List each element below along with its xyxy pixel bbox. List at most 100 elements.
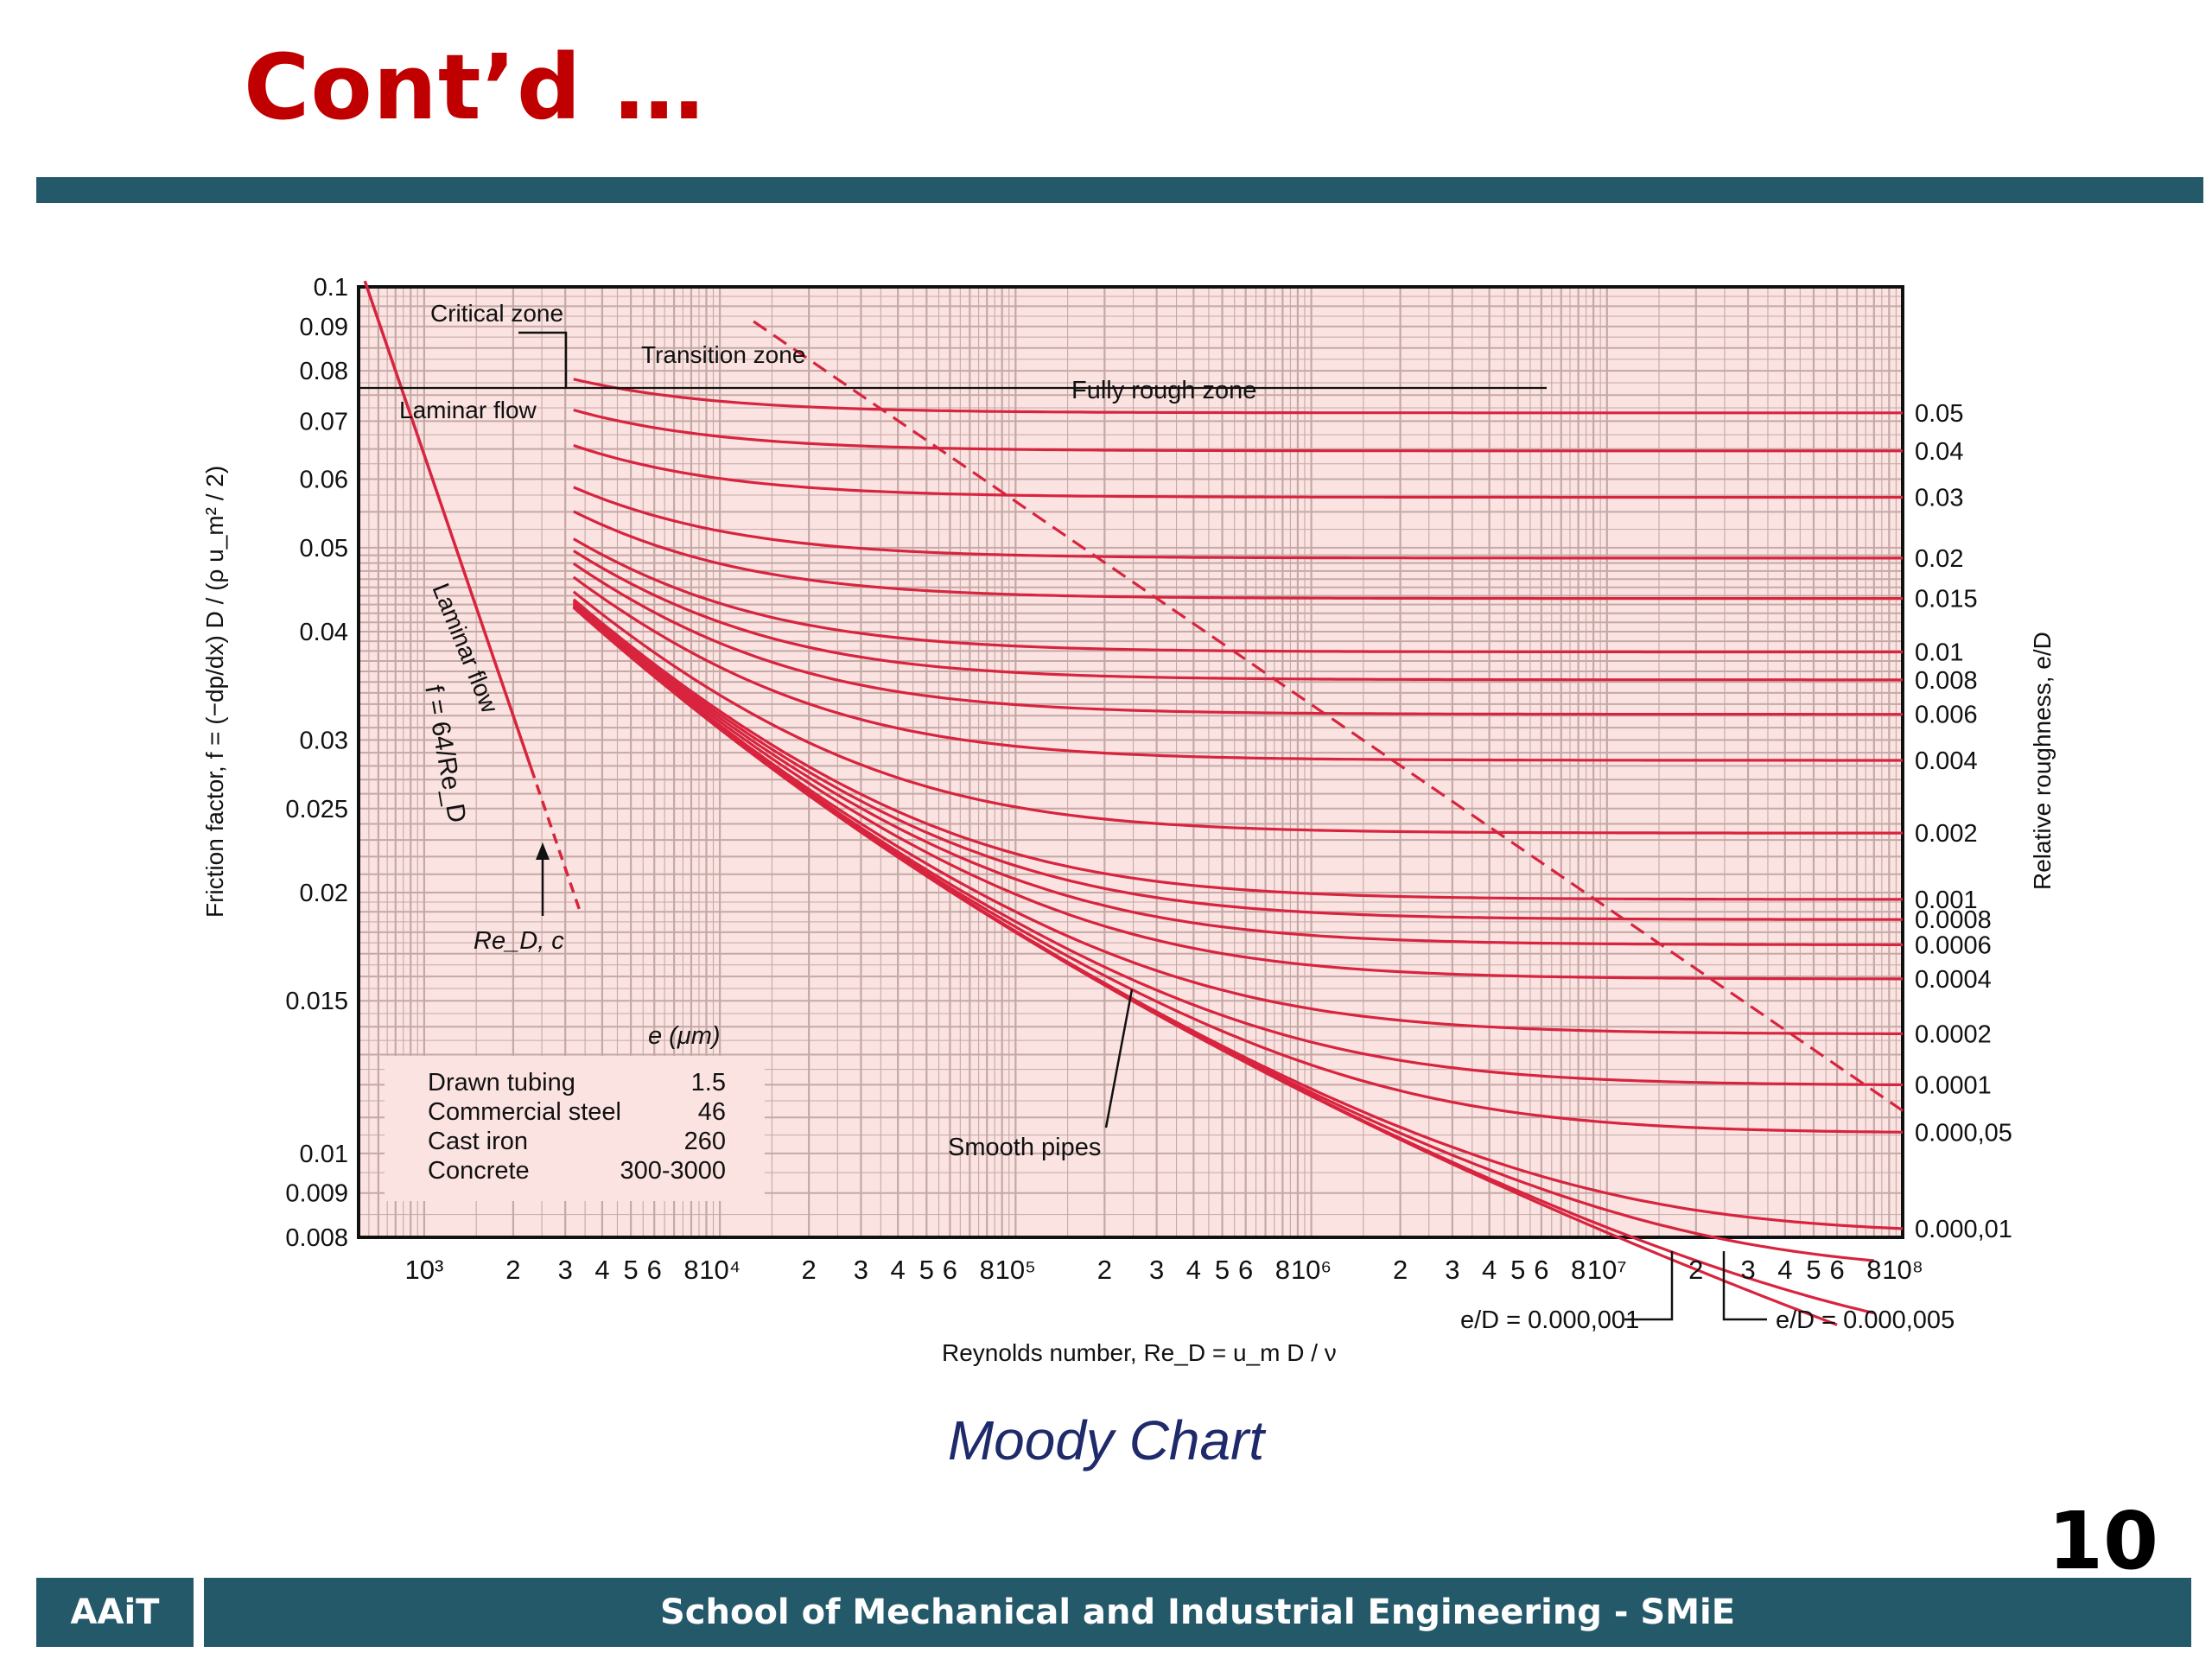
y-tick-label: 0.009: [285, 1180, 348, 1208]
y-tick-label: 0.04: [300, 619, 348, 646]
roughness-curve: [572, 602, 1903, 981]
critical-re-label: Re_D, c: [474, 927, 564, 955]
y-tick-label: 0.06: [300, 466, 348, 493]
x-tick-label: 6: [1829, 1255, 1844, 1285]
material-name: Concrete: [428, 1157, 530, 1185]
x-tick-label: 3: [854, 1255, 868, 1285]
roughness-label: 0.000,05: [1915, 1119, 2012, 1147]
y-axis-title: Friction factor, f = (−dp/dx) D / (ρ u_m…: [201, 466, 228, 918]
x-tick-label: 10⁶: [1291, 1255, 1332, 1285]
roughness-curve: [572, 590, 1903, 835]
slide-title: Cont’d …: [244, 35, 705, 140]
x-tick-label: 8: [1275, 1255, 1290, 1285]
y-tick-label: 0.03: [300, 727, 348, 754]
x-tick-label: 4: [1186, 1255, 1201, 1285]
roughness-label: 0.05: [1915, 400, 1963, 428]
material-roughness-value: 260: [684, 1128, 726, 1155]
roughness-curve: [572, 598, 1903, 901]
material-table-header: e (μm): [648, 1022, 721, 1050]
chart-caption: Moody Chart: [947, 1409, 1265, 1471]
x-tick-label: 2: [802, 1255, 817, 1285]
y-tick-label: 0.015: [285, 988, 348, 1015]
x-tick-label: 8: [683, 1255, 698, 1285]
x-tick-label: 8: [1866, 1255, 1881, 1285]
critical-zone-bracket: [518, 331, 568, 387]
material-name: Drawn tubing: [428, 1069, 575, 1096]
x-tick-label: 6: [943, 1255, 957, 1285]
x-tick-label: 3: [1149, 1255, 1164, 1285]
roughness-curve: [573, 537, 1903, 654]
roughness-curve: [572, 575, 1903, 762]
roughness-label: 0.02: [1915, 545, 1963, 573]
laminar-zone-label: Laminar flow: [399, 397, 537, 423]
fully-rough-zone-label: Fully rough zone: [1071, 377, 1256, 404]
x-tick-label: 4: [1482, 1255, 1497, 1285]
critical-zone-label: Critical zone: [430, 300, 563, 327]
bottom-roughness-label-a: e/D = 0.000,001: [1460, 1306, 1639, 1334]
y-tick-label: 0.09: [300, 314, 348, 341]
roughness-curve: [573, 408, 1903, 453]
x-tick-label: 3: [1740, 1255, 1755, 1285]
roughness-label: 0.0004: [1915, 966, 1992, 994]
material-roughness-value: 1.5: [691, 1069, 726, 1096]
x-tick-label: 5: [919, 1255, 934, 1285]
x-tick-label: 6: [1238, 1255, 1253, 1285]
y-tick-label: 0.02: [300, 880, 348, 907]
roughness-label: 0.0002: [1915, 1020, 1992, 1048]
roughness-label: 0.0006: [1915, 931, 1992, 959]
roughness-label: 0.04: [1915, 438, 1963, 466]
roughness-label: 0.015: [1915, 586, 1978, 613]
roughness-label: 0.001: [1915, 887, 1978, 914]
roughness-label: 0.03: [1915, 484, 1963, 512]
x-axis-title: Reynolds number, Re_D = u_m D / ν: [942, 1339, 1337, 1366]
roughness-curve: [572, 562, 1903, 716]
plot-frame: [357, 285, 1904, 1239]
y-tick-label: 0.025: [285, 796, 348, 823]
x-tick-label: 2: [1097, 1255, 1112, 1285]
smooth-pipes-label: Smooth pipes: [948, 1134, 1101, 1161]
x-tick-label: 4: [891, 1255, 906, 1285]
fully-rough-boundary-dashed: [753, 320, 1904, 1112]
roughness-label: 0.0008: [1915, 906, 1992, 934]
x-tick-label: 4: [1777, 1255, 1792, 1285]
right-axis-title: Relative roughness, e/D: [2029, 632, 2056, 890]
y-tick-label: 0.008: [285, 1224, 348, 1252]
roughness-curve: [572, 601, 1903, 946]
material-name: Cast iron: [428, 1128, 528, 1155]
x-tick-label: 5: [1806, 1255, 1821, 1285]
material-table-bg: [385, 1056, 765, 1201]
smooth-pipe-curve: [572, 606, 1838, 1326]
roughness-curve: [572, 604, 1903, 1035]
title-divider-bar: [36, 177, 2203, 203]
y-tick-label: 0.08: [300, 358, 348, 385]
page-number: 10: [2047, 1495, 2158, 1587]
roughness-label: 0.004: [1915, 747, 1978, 775]
x-tick-label: 10⁸: [1882, 1255, 1923, 1285]
x-tick-label: 8: [980, 1255, 995, 1285]
x-tick-label: 6: [1534, 1255, 1548, 1285]
x-tick-label: 3: [1445, 1255, 1459, 1285]
bottom-roughness-bracket-a: [1624, 1251, 1674, 1321]
footer-institution: AAiT: [36, 1578, 194, 1647]
critical-re-arrowhead: [536, 842, 550, 860]
roughness-curve: [573, 378, 1903, 415]
roughness-label: 0.000,01: [1915, 1216, 2012, 1243]
y-tick-label: 0.01: [300, 1141, 348, 1168]
material-name: Commercial steel: [428, 1098, 621, 1126]
x-tick-label: 10³: [405, 1255, 444, 1285]
roughness-label: 0.002: [1915, 820, 1978, 848]
transition-zone-label: Transition zone: [641, 341, 805, 368]
y-tick-label: 0.1: [314, 274, 348, 302]
x-tick-label: 2: [1688, 1255, 1703, 1285]
x-tick-label: 10⁵: [995, 1255, 1036, 1285]
footer-school-name: School of Mechanical and Industrial Engi…: [204, 1578, 2191, 1647]
bottom-roughness-label-b: e/D = 0.000,005: [1776, 1306, 1955, 1334]
x-tick-label: 10⁴: [699, 1255, 741, 1285]
laminar-extension-dashed: [530, 767, 583, 916]
roughness-label: 0.0001: [1915, 1071, 1992, 1099]
roughness-curve: [573, 510, 1903, 601]
x-tick-label: 5: [623, 1255, 638, 1285]
smooth-pipes-pointer: [1104, 988, 1134, 1128]
x-tick-label: 10⁷: [1587, 1255, 1627, 1285]
y-tick-label: 0.07: [300, 408, 348, 435]
